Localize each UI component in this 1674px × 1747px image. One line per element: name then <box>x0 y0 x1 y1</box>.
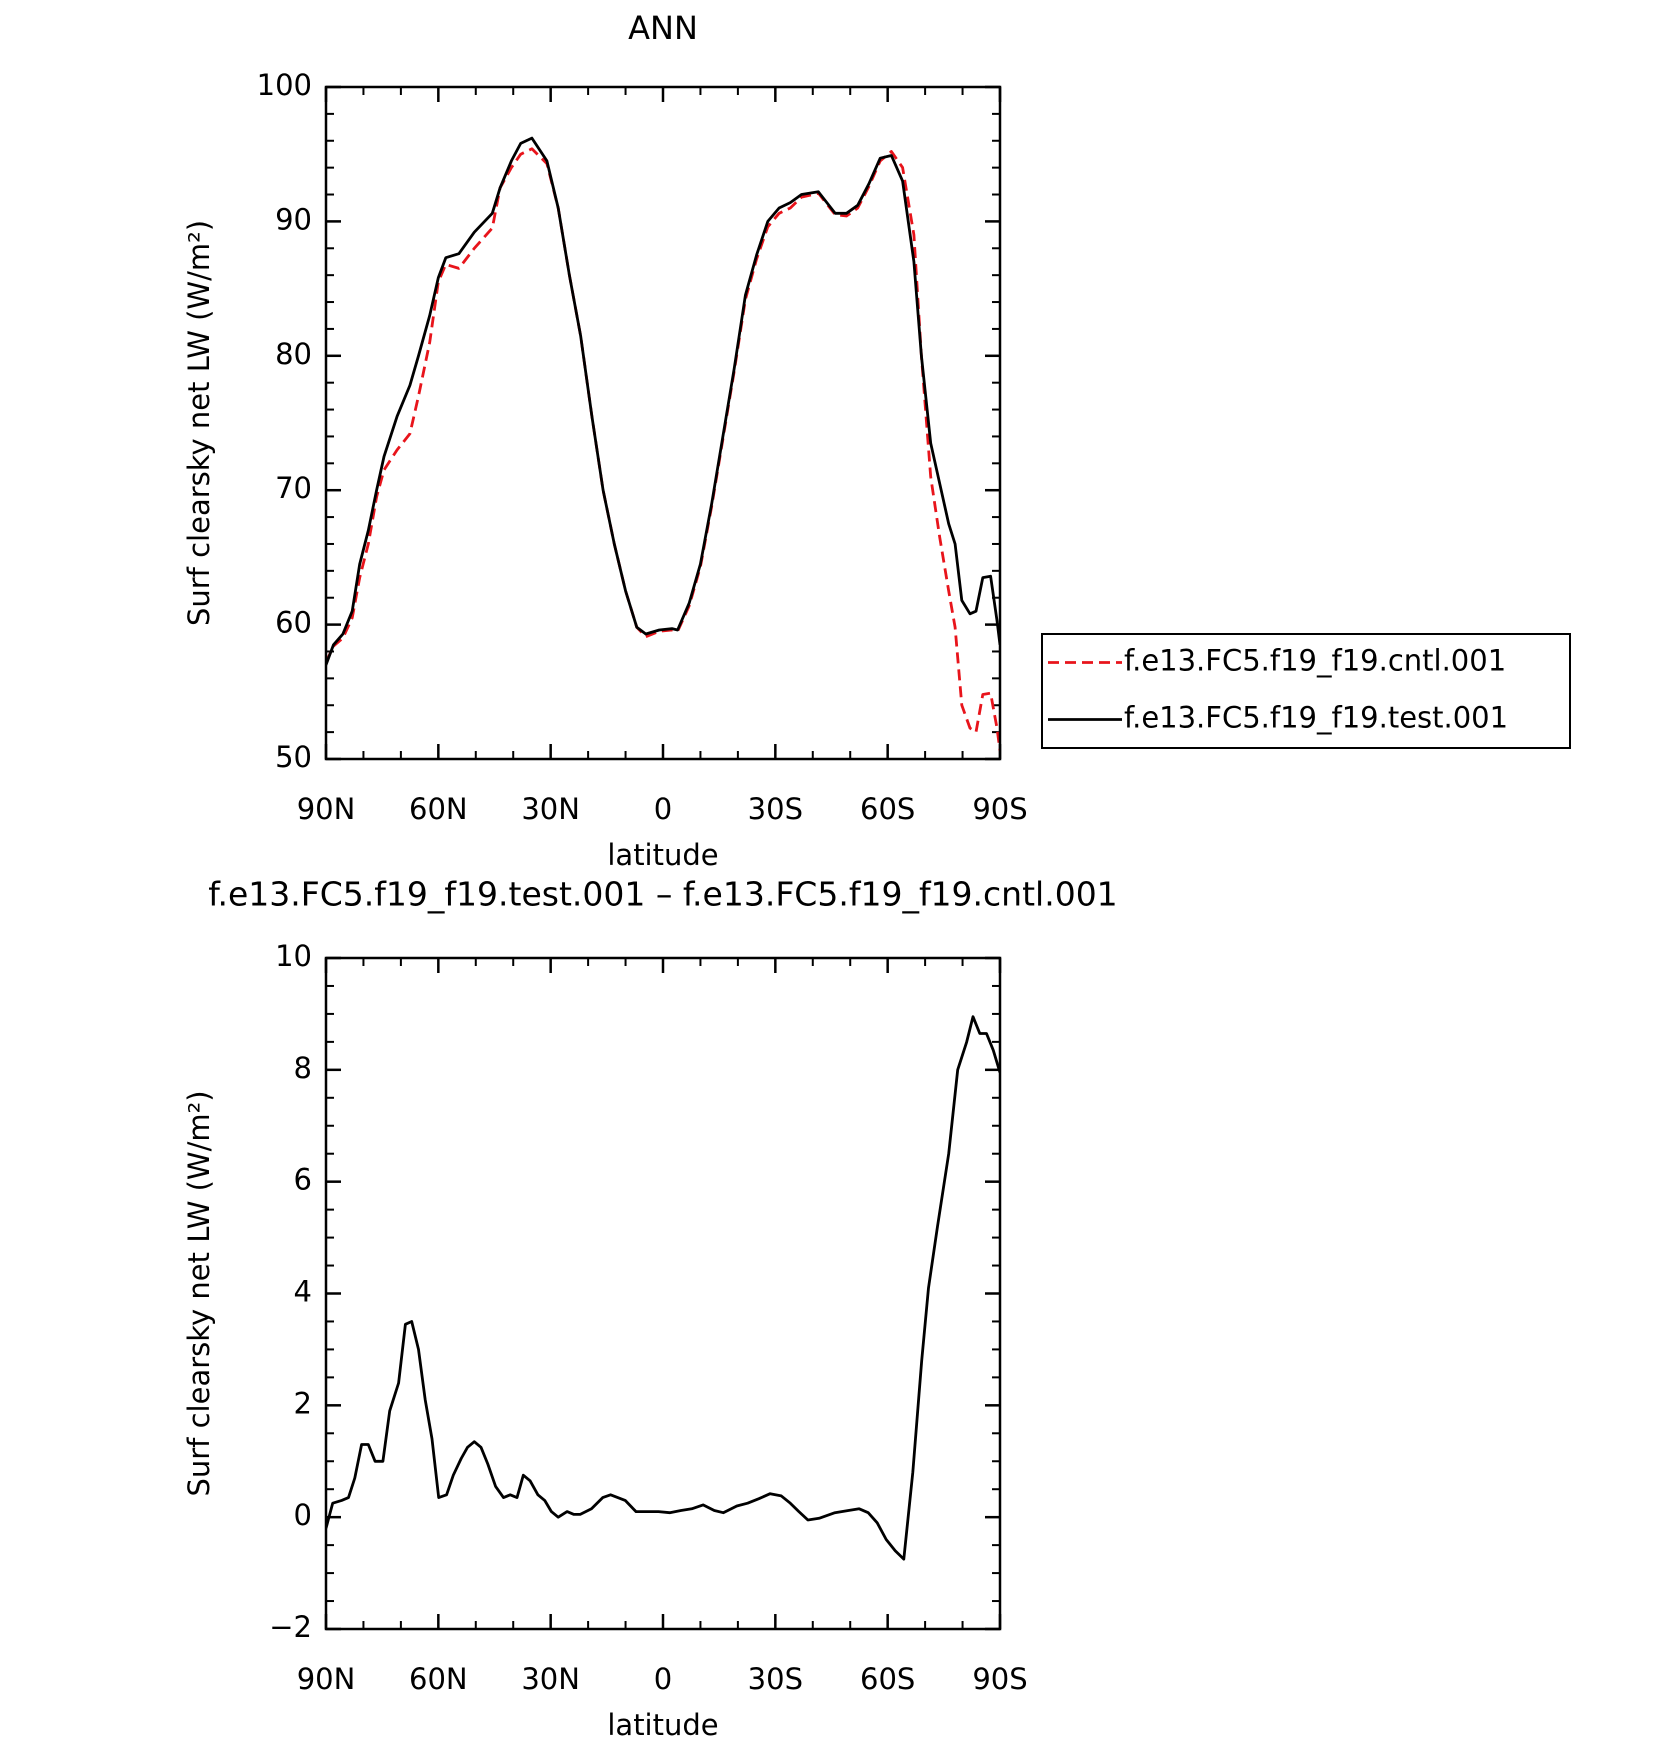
x-tick-label: 30S <box>748 792 803 826</box>
x-tick-label: 30N <box>521 792 580 826</box>
x-tick-label: 90N <box>297 792 356 826</box>
x-tick-label: 90S <box>972 792 1027 826</box>
x-axis-label: latitude <box>607 1708 718 1742</box>
x-tick-label: 0 <box>654 1662 672 1696</box>
plot-frame <box>324 956 1002 1631</box>
x-tick-label: 90S <box>972 1662 1027 1696</box>
y-tick-label: 4 <box>294 1275 312 1309</box>
x-tick-label: 30N <box>521 1662 580 1696</box>
legend-box <box>1041 633 1571 749</box>
x-axis-label: latitude <box>607 838 718 872</box>
y-tick-label: 80 <box>275 337 312 371</box>
data-line <box>326 136 1000 666</box>
plot-area <box>326 1015 1000 1561</box>
x-tick-label: 60N <box>409 1662 468 1696</box>
y-tick-label: 6 <box>294 1163 312 1197</box>
y-tick-label: 100 <box>257 68 312 102</box>
y-tick-label: 10 <box>275 939 312 973</box>
x-tick-label: 60S <box>860 1662 915 1696</box>
plot-frame <box>324 85 1002 761</box>
y-tick-label: 0 <box>294 1498 312 1532</box>
x-tick-label: 90N <box>297 1662 356 1696</box>
y-tick-label: 2 <box>294 1386 312 1420</box>
chart-title: f.e13.FC5.f19_f19.test.001 – f.e13.FC5.f… <box>208 875 1117 914</box>
y-axis-label: Surf clearsky net LW (W/m²) <box>182 1090 216 1496</box>
data-line <box>326 1015 1000 1561</box>
legend-label: f.e13.FC5.f19_f19.cntl.001 <box>1124 644 1506 678</box>
x-tick-label: 60S <box>860 792 915 826</box>
x-tick-label: 30S <box>748 1662 803 1696</box>
y-tick-label: −2 <box>269 1610 312 1644</box>
y-tick-label: 60 <box>275 606 312 640</box>
y-tick-label: 8 <box>294 1051 312 1085</box>
chart-title: ANN <box>628 9 698 47</box>
x-tick-label: 60N <box>409 792 468 826</box>
data-line <box>326 147 1000 752</box>
legend-label: f.e13.FC5.f19_f19.test.001 <box>1124 701 1508 735</box>
y-tick-label: 70 <box>275 471 312 505</box>
y-tick-label: 50 <box>275 740 312 774</box>
y-axis-label: Surf clearsky net LW (W/m²) <box>182 220 216 626</box>
plot-area <box>326 136 1000 752</box>
x-tick-label: 0 <box>654 792 672 826</box>
y-tick-label: 90 <box>275 202 312 236</box>
